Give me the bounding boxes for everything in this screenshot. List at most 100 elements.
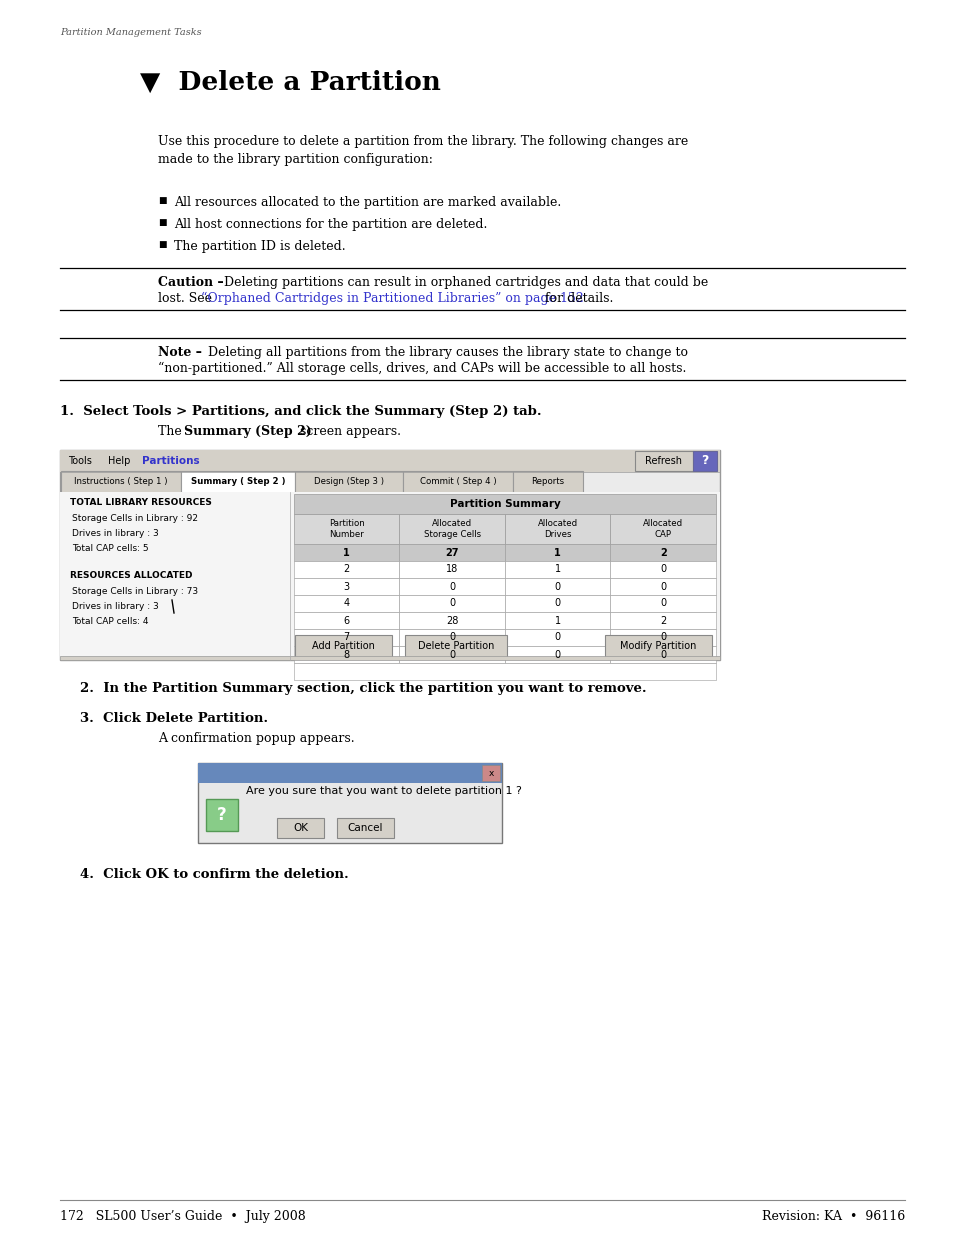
Text: 4.  Click OK to confirm the deletion.: 4. Click OK to confirm the deletion.	[80, 868, 349, 881]
Bar	[294, 663, 716, 680]
Bar	[294, 578, 399, 595]
Text: Are you sure that you want to delete partition 1 ?: Are you sure that you want to delete par…	[246, 785, 521, 797]
Text: 1.  Select Tools > Partitions, and click the Summary (Step 2) tab.: 1. Select Tools > Partitions, and click …	[60, 405, 541, 417]
Text: 0: 0	[659, 582, 665, 592]
Bar	[399, 595, 504, 613]
Text: 28: 28	[446, 615, 458, 625]
Bar	[198, 763, 501, 783]
Bar	[399, 613, 504, 629]
Text: A confirmation popup appears.: A confirmation popup appears.	[158, 732, 355, 745]
Text: 0: 0	[659, 650, 665, 659]
FancyBboxPatch shape	[402, 471, 513, 493]
Text: “non-partitioned.” All storage cells, drives, and CAPs will be accessible to all: “non-partitioned.” All storage cells, dr…	[158, 362, 685, 375]
FancyBboxPatch shape	[405, 635, 506, 657]
Text: Modify Partition: Modify Partition	[619, 641, 696, 651]
Text: 2: 2	[659, 615, 666, 625]
Text: All resources allocated to the partition are marked available.: All resources allocated to the partition…	[173, 196, 560, 209]
Text: 18: 18	[446, 564, 457, 574]
Text: screen appears.: screen appears.	[295, 425, 400, 438]
Text: Partition Summary: Partition Summary	[449, 499, 559, 509]
Text: OK: OK	[293, 823, 308, 832]
Bar	[504, 595, 610, 613]
Text: Cancel: Cancel	[348, 823, 383, 832]
Text: Partition
Number: Partition Number	[329, 519, 364, 538]
Bar	[399, 646, 504, 663]
Bar	[504, 646, 610, 663]
Bar	[294, 595, 399, 613]
Bar	[610, 561, 716, 578]
Text: TOTAL LIBRARY RESOURCES: TOTAL LIBRARY RESOURCES	[70, 498, 212, 508]
Bar	[60, 450, 720, 472]
FancyBboxPatch shape	[513, 471, 582, 493]
Bar	[399, 578, 504, 595]
Text: All host connections for the partition are deleted.: All host connections for the partition a…	[173, 219, 487, 231]
Bar	[610, 613, 716, 629]
Bar	[198, 763, 501, 844]
Bar	[294, 543, 399, 561]
Text: x: x	[488, 768, 493, 778]
Text: Allocated
Storage Cells: Allocated Storage Cells	[423, 519, 480, 538]
Text: ▼  Delete a Partition: ▼ Delete a Partition	[140, 70, 440, 95]
Bar	[294, 514, 399, 543]
Text: Tools: Tools	[68, 456, 91, 466]
Text: Storage Cells in Library : 73: Storage Cells in Library : 73	[71, 587, 198, 597]
Text: The partition ID is deleted.: The partition ID is deleted.	[173, 240, 345, 253]
Text: ?: ?	[700, 454, 708, 468]
Text: Drives in library : 3: Drives in library : 3	[71, 529, 158, 538]
Text: ■: ■	[158, 240, 167, 249]
Text: Allocated
CAP: Allocated CAP	[642, 519, 682, 538]
Text: 2: 2	[343, 564, 350, 574]
Text: Summary ( Step 2 ): Summary ( Step 2 )	[191, 478, 285, 487]
Text: 1: 1	[554, 547, 560, 557]
Text: 172   SL500 User’s Guide  •  July 2008: 172 SL500 User’s Guide • July 2008	[60, 1210, 305, 1223]
Text: RESOURCES ALLOCATED: RESOURCES ALLOCATED	[70, 571, 193, 580]
FancyBboxPatch shape	[294, 471, 402, 493]
Text: Use this procedure to delete a partition from the library. The following changes: Use this procedure to delete a partition…	[158, 135, 687, 167]
Text: 0: 0	[659, 599, 665, 609]
Text: 0: 0	[554, 632, 560, 642]
Bar	[504, 561, 610, 578]
Text: Commit ( Step 4 ): Commit ( Step 4 )	[419, 478, 496, 487]
Bar	[504, 578, 610, 595]
Text: 8: 8	[343, 650, 350, 659]
Bar	[399, 514, 504, 543]
Text: 4: 4	[343, 599, 350, 609]
FancyBboxPatch shape	[692, 451, 717, 471]
Bar	[504, 613, 610, 629]
Text: Add Partition: Add Partition	[312, 641, 375, 651]
Text: 0: 0	[449, 632, 455, 642]
Text: ?: ?	[217, 806, 227, 824]
Bar	[610, 595, 716, 613]
Text: for details.: for details.	[540, 291, 613, 305]
Text: Total CAP cells: 5: Total CAP cells: 5	[71, 543, 149, 553]
Text: Allocated
Drives: Allocated Drives	[537, 519, 578, 538]
FancyBboxPatch shape	[61, 471, 181, 493]
Text: 7: 7	[343, 632, 350, 642]
FancyBboxPatch shape	[336, 818, 394, 839]
FancyBboxPatch shape	[276, 818, 324, 839]
Bar	[504, 629, 610, 646]
Bar	[504, 543, 610, 561]
Bar	[294, 494, 716, 514]
Bar	[610, 543, 716, 561]
FancyBboxPatch shape	[294, 635, 392, 657]
Bar	[610, 629, 716, 646]
Text: 1: 1	[554, 615, 560, 625]
Bar	[399, 561, 504, 578]
Text: 2: 2	[659, 547, 666, 557]
Text: 0: 0	[659, 632, 665, 642]
Text: 3.  Click Delete Partition.: 3. Click Delete Partition.	[80, 713, 268, 725]
FancyBboxPatch shape	[181, 471, 294, 493]
Text: 3: 3	[343, 582, 350, 592]
Text: Summary (Step 2): Summary (Step 2)	[184, 425, 312, 438]
Text: Reports: Reports	[531, 478, 564, 487]
Bar	[610, 646, 716, 663]
Text: 0: 0	[659, 564, 665, 574]
Bar	[294, 613, 399, 629]
Text: 6: 6	[343, 615, 350, 625]
Text: lost. See: lost. See	[158, 291, 215, 305]
Text: 1: 1	[554, 564, 560, 574]
Bar	[294, 561, 399, 578]
Text: 0: 0	[449, 599, 455, 609]
Text: Design (Step 3 ): Design (Step 3 )	[314, 478, 384, 487]
